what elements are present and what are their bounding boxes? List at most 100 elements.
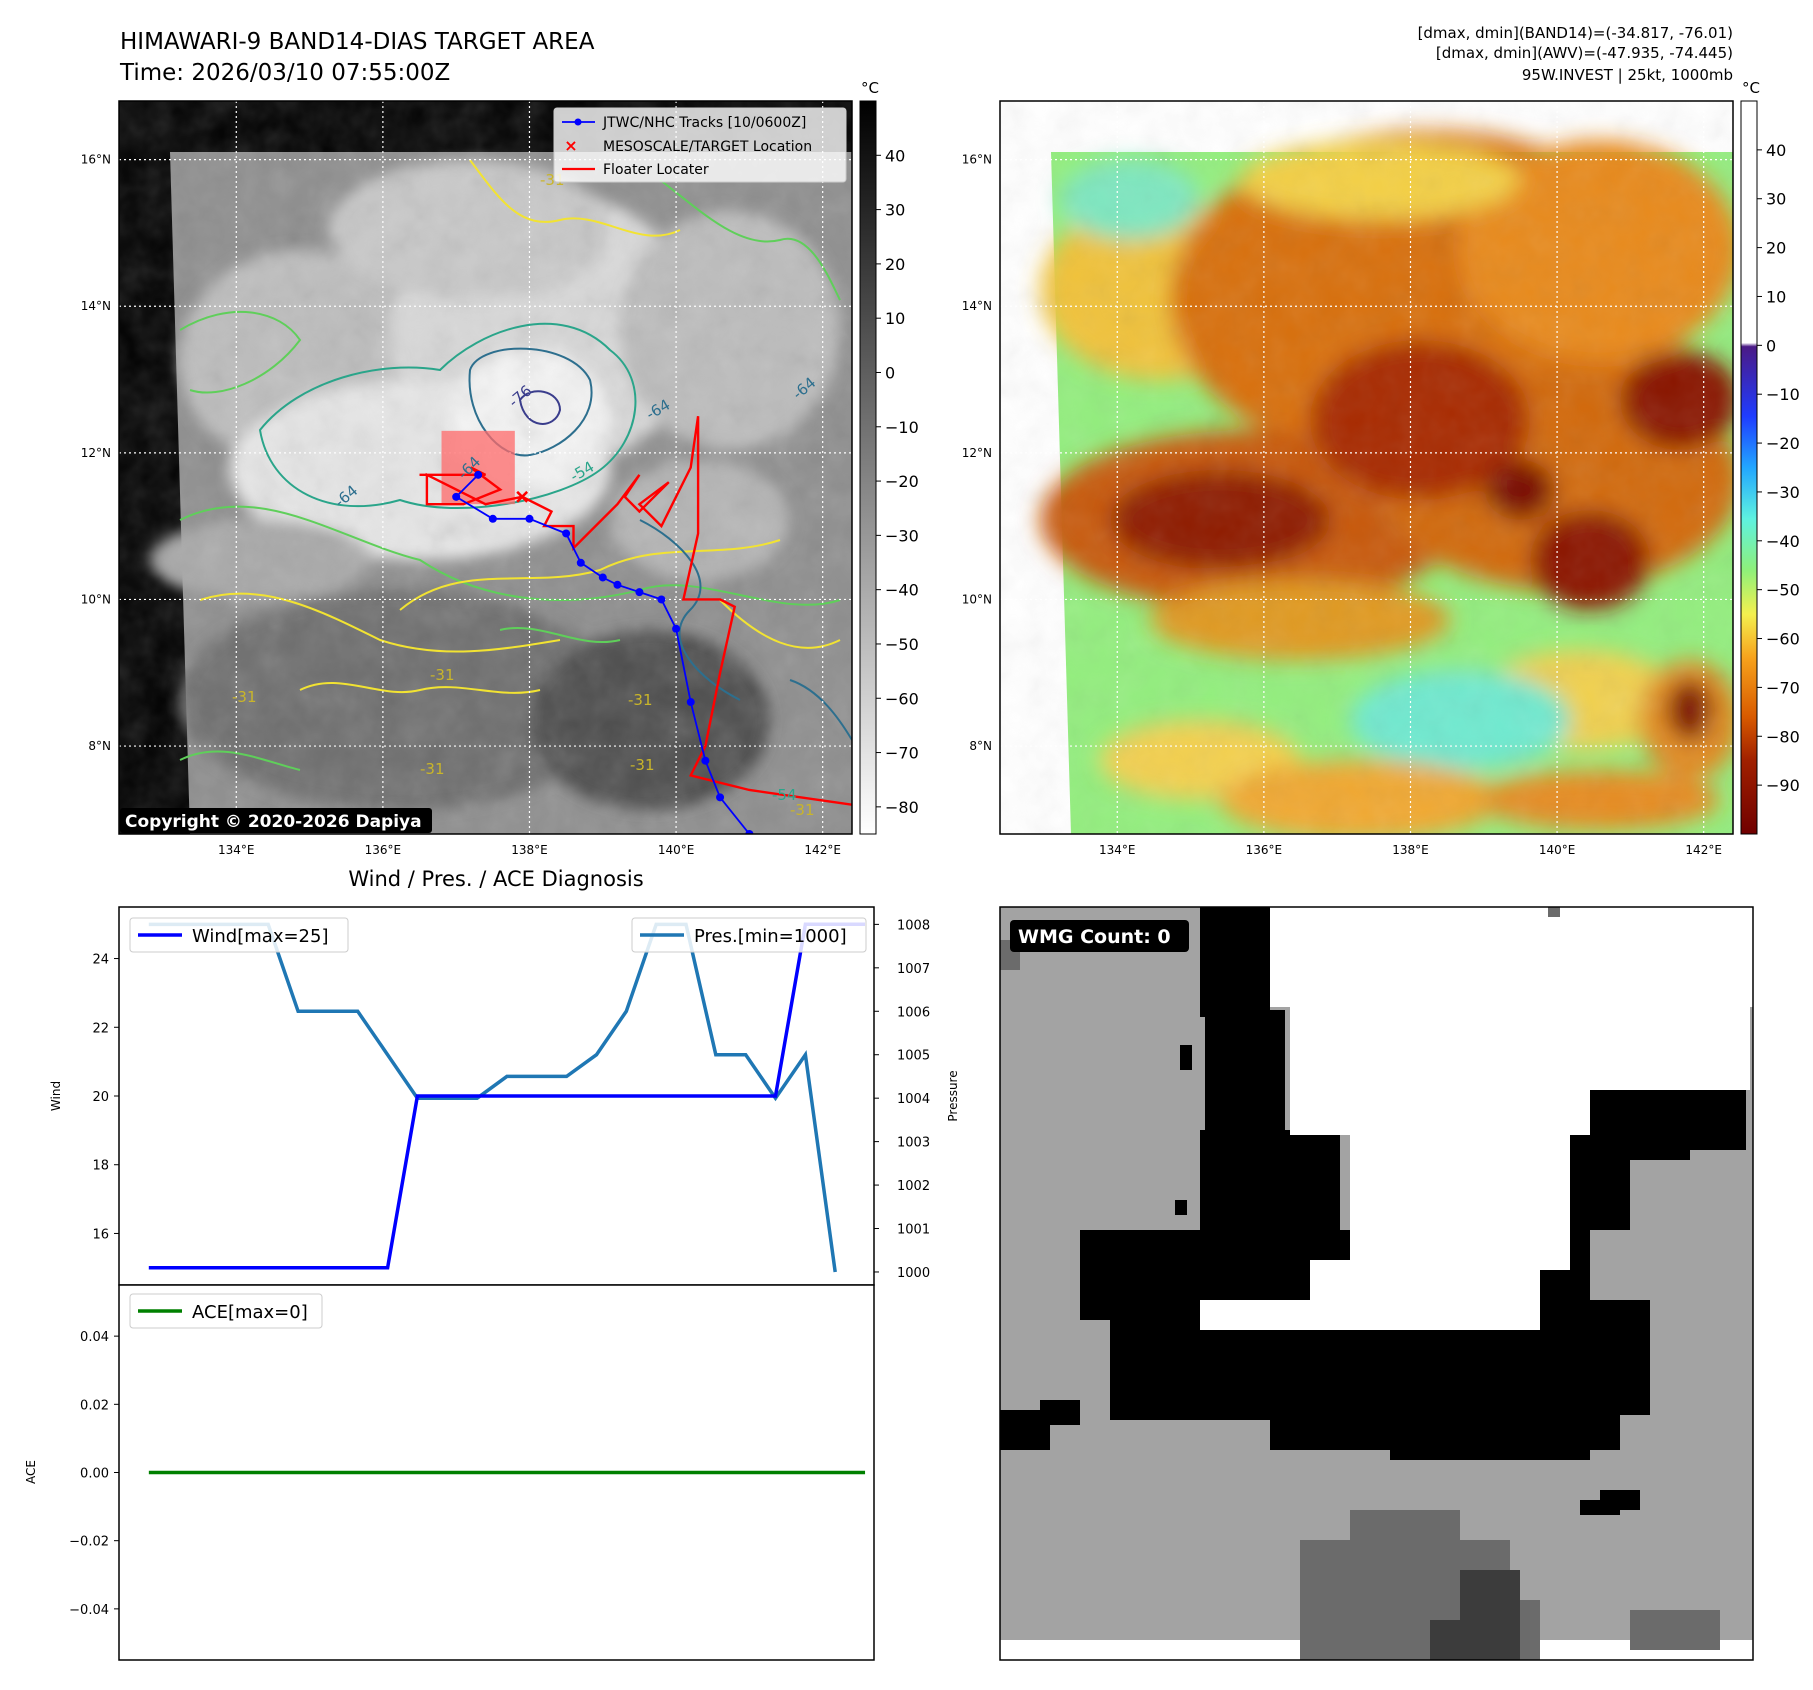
- contour-label: -54: [772, 786, 797, 804]
- colorbar-tick-label: −40: [1766, 532, 1800, 551]
- track-point: [657, 595, 666, 604]
- pressure-tick-label: 1006: [897, 1005, 930, 1020]
- band14-gridlines: [119, 101, 852, 834]
- colorbar-tick-label: 10: [1766, 287, 1786, 306]
- awv-colorbar: [1740, 100, 1758, 835]
- band14-stats: [dmax, dmin](BAND14)=(-34.817, -76.01): [1418, 24, 1733, 42]
- lat-tick-label: 12°N: [81, 446, 111, 460]
- lat-tick-label: 14°N: [81, 299, 111, 313]
- lon-tick-label: 140°E: [658, 843, 695, 857]
- pressure-tick-label: 1008: [897, 918, 930, 933]
- track-point: [686, 698, 695, 707]
- band14-legend: JTWC/NHC Tracks [10/0600Z] × MESOSCALE/T…: [553, 107, 847, 183]
- wind-tick-label: 24: [92, 953, 109, 968]
- figure-title: HIMAWARI-9 BAND14-DIAS TARGET AREA: [120, 29, 595, 55]
- colorbar-tick-label: −30: [885, 526, 919, 545]
- legend-tracks-label: JTWC/NHC Tracks [10/0600Z]: [602, 115, 806, 131]
- colorbar-tick-label: −50: [885, 635, 919, 654]
- wmg-count-label: WMG Count: 0: [1018, 926, 1171, 948]
- lon-tick-label: 140°E: [1539, 843, 1576, 857]
- wind-legend: Wind[max=25]: [129, 917, 349, 953]
- ace-axis-label: ACE: [24, 1460, 38, 1484]
- legend-target-label: MESOSCALE/TARGET Location: [603, 139, 812, 155]
- target-area-box: [441, 430, 515, 505]
- lon-tick-label: 136°E: [365, 843, 402, 857]
- lat-tick-label: 12°N: [962, 446, 992, 460]
- lat-tick-label: 10°N: [81, 592, 111, 606]
- pressure-legend-box: [631, 917, 867, 953]
- colorbar-tick-label: −10: [1766, 385, 1800, 404]
- contour-label: -31: [628, 691, 653, 709]
- track-point: [672, 624, 681, 633]
- colorbar-tick-label: −80: [1766, 727, 1800, 746]
- diagnosis-title: Wind / Pres. / ACE Diagnosis: [348, 867, 643, 891]
- lon-tick-label: 138°E: [511, 843, 548, 857]
- lat-tick-label: 10°N: [962, 592, 992, 606]
- wmg-white-region: [1000, 907, 1753, 1660]
- lon-tick-label: 134°E: [1099, 843, 1136, 857]
- wind-series-line: [148, 922, 865, 1270]
- pressure-axis-label: Pressure: [946, 1070, 960, 1121]
- track-point: [576, 558, 585, 567]
- awv-axis-ticks: 134°E 136°E 138°E 140°E 142°E 16°N 14°N …: [962, 153, 1722, 857]
- track-point: [452, 492, 461, 501]
- band14-colorbar: [859, 100, 877, 835]
- colorbar-tick-label: −10: [885, 418, 919, 437]
- colorbar-tick-label: −60: [1766, 630, 1800, 649]
- lon-tick-label: 142°E: [1685, 843, 1722, 857]
- wmg-frame: [999, 906, 1754, 1661]
- track-point: [716, 793, 725, 802]
- colorbar-tick-label: 20: [1766, 239, 1786, 258]
- ace-tick-label: 0.02: [80, 1398, 109, 1413]
- wind-tick-label: 16: [92, 1227, 109, 1242]
- track-point: [488, 514, 497, 523]
- copyright-box: [120, 808, 432, 833]
- ace-tick-label: −0.02: [69, 1535, 109, 1550]
- pressure-tick-label: 1007: [897, 962, 930, 977]
- track-point: [562, 529, 571, 538]
- colorbar-tick-label: −90: [1766, 776, 1800, 795]
- track-point: [598, 573, 607, 582]
- band14-map-frame: [118, 100, 853, 835]
- jtwc-track-points: [452, 470, 754, 834]
- ace-chart: 0.04 0.02 0.00 −0.02 −0.04 ACE ACE[max=0…: [24, 1284, 875, 1661]
- lat-tick-label: 8°N: [88, 739, 111, 753]
- pressure-tick-label: 1000: [897, 1266, 930, 1281]
- colorbar-tick-label: 10: [885, 309, 905, 328]
- colorbar-tick-label: −70: [1766, 678, 1800, 697]
- lon-tick-label: 136°E: [1246, 843, 1283, 857]
- wind-axis-ticks: 16 18 20 22 24: [92, 953, 119, 1242]
- lon-tick-label: 138°E: [1392, 843, 1429, 857]
- colorbar-tick-label: 0: [885, 363, 895, 382]
- colorbar-tick-label: 40: [1766, 141, 1786, 160]
- track-point: [474, 470, 483, 479]
- awv-stats: [dmax, dmin](AWV)=(-47.935, -74.445): [1436, 44, 1733, 62]
- awv-colorbar-unit: °C: [1742, 79, 1760, 97]
- wmg-panel: WMG Count: 0: [999, 906, 1754, 1661]
- lat-tick-label: 14°N: [962, 299, 992, 313]
- figure-time: Time: 2026/03/10 07:55:00Z: [119, 60, 450, 86]
- colorbar-tick-label: −40: [885, 581, 919, 600]
- ace-legend-box: [129, 1293, 323, 1329]
- wmg-count-box: [1010, 920, 1189, 952]
- colorbar-tick-label: −20: [885, 472, 919, 491]
- target-x-stroke: [516, 490, 529, 503]
- track-point: [745, 830, 754, 834]
- band14-map-panel: -76 -64 -64 -64 -64 -54 -54 -31 -31 -31 …: [81, 79, 919, 857]
- wind-axis-label: Wind: [49, 1081, 63, 1111]
- band14-axis-ticks: 134°E 136°E 138°E 140°E 142°E 16°N 14°N …: [81, 153, 841, 857]
- colorbar-tick-label: 30: [885, 201, 905, 220]
- pressure-legend-label: Pres.[min=1000]: [694, 926, 847, 947]
- band14-colorbar-ticks: 40 30 20 10 0 −10 −20 −30 −40 −50 −60 −70 −80: [876, 146, 919, 817]
- pressure-tick-label: 1001: [897, 1223, 930, 1238]
- track-point: [701, 756, 710, 765]
- colorbar-tick-label: 30: [1766, 190, 1786, 209]
- colorbar-tick-label: −20: [1766, 434, 1800, 453]
- contour-label: -31: [420, 760, 445, 778]
- contour-label: -31: [630, 756, 655, 774]
- pressure-axis-ticks: 1000 1001 1002 1003 1004 1005 1006 1007 1008: [874, 918, 930, 1281]
- contour-label: -31: [790, 801, 815, 819]
- wind-tick-label: 20: [92, 1090, 109, 1105]
- pressure-tick-label: 1002: [897, 1179, 930, 1194]
- awv-map-frame: [999, 100, 1734, 835]
